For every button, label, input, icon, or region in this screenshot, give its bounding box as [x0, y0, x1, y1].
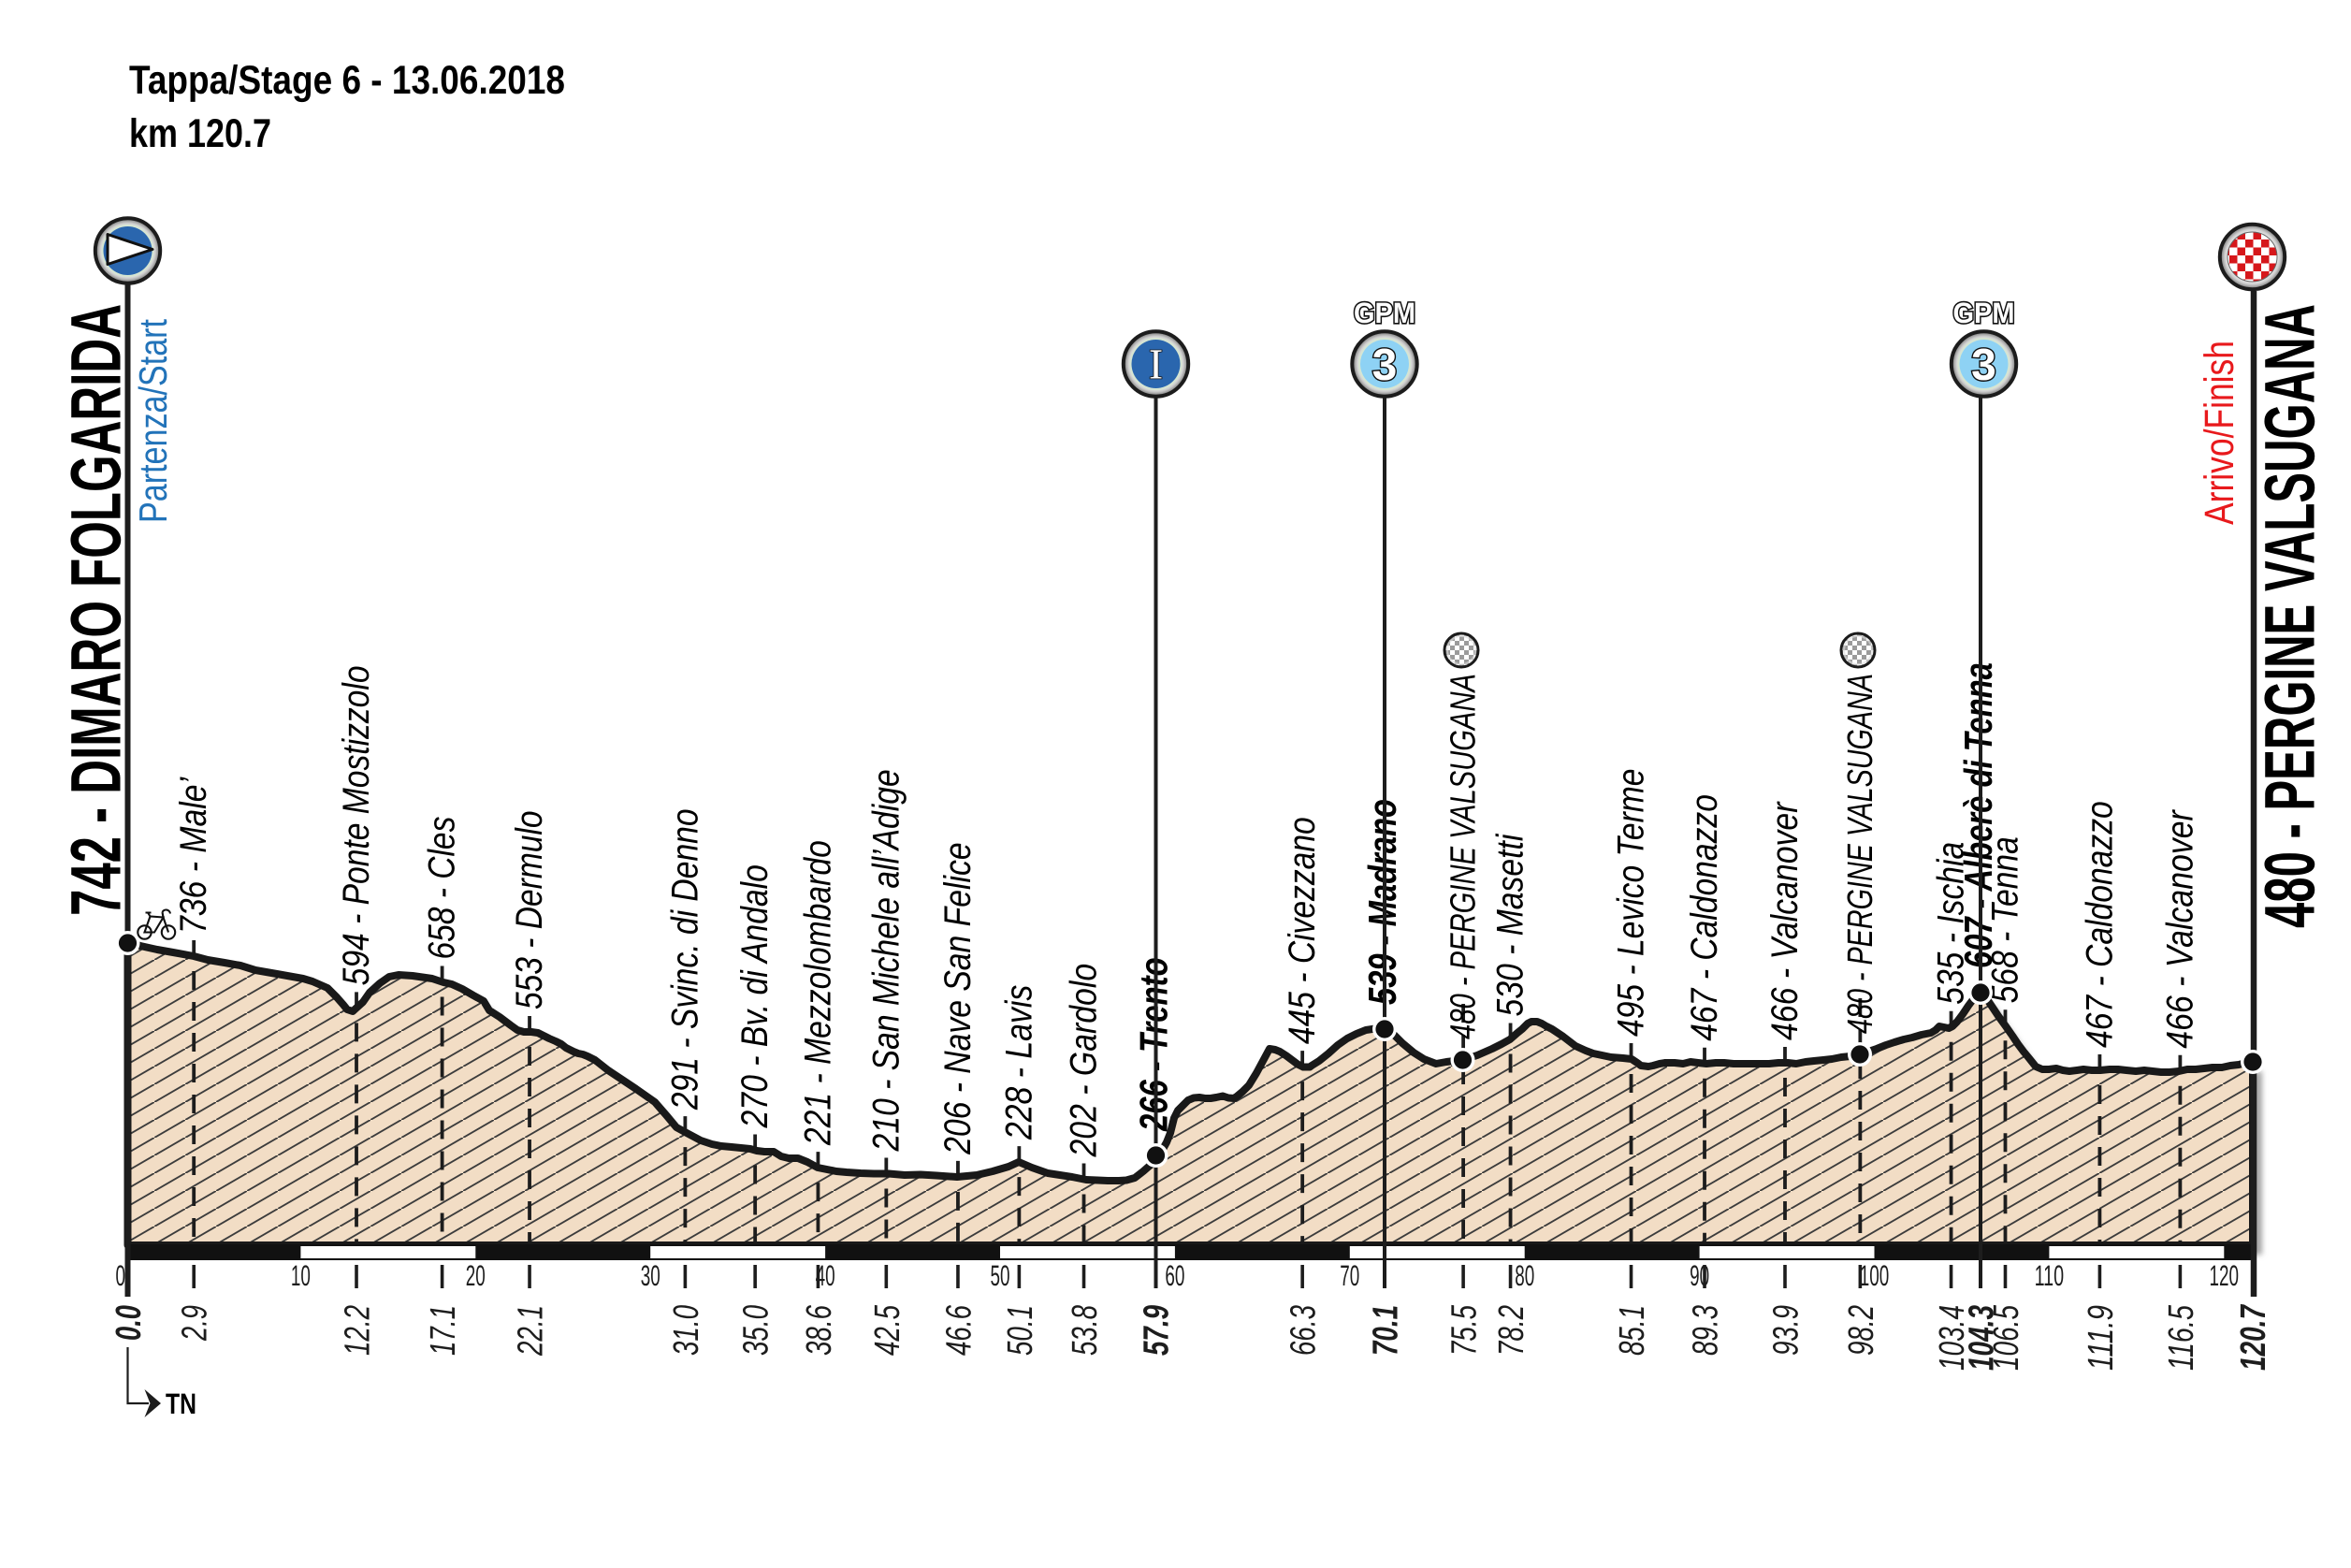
svg-text:480 - PERGINE VALSUGANA: 480 - PERGINE VALSUGANA — [1444, 674, 1484, 1039]
svg-text:120: 120 — [2210, 1259, 2240, 1292]
svg-text:22.1: 22.1 — [512, 1305, 551, 1357]
svg-text:TN: TN — [166, 1387, 196, 1420]
svg-text:480 - PERGINE VALSUGANA: 480 - PERGINE VALSUGANA — [2251, 304, 2330, 928]
svg-text:530 - Masetti: 530 - Masetti — [1490, 834, 1531, 1017]
svg-text:35.0: 35.0 — [737, 1305, 776, 1356]
svg-text:50: 50 — [991, 1259, 1010, 1292]
svg-text:2.9: 2.9 — [176, 1305, 215, 1342]
svg-text:46.6: 46.6 — [939, 1304, 979, 1356]
svg-text:57.9: 57.9 — [1138, 1305, 1177, 1356]
svg-text:120.7: 120.7 — [2234, 1304, 2273, 1371]
svg-text:467 - Caldonazzo: 467 - Caldonazzo — [1684, 794, 1725, 1041]
svg-text:206 - Nave San Felice: 206 - Nave San Felice — [937, 842, 979, 1154]
svg-text:Partenza/Start: Partenza/Start — [131, 319, 175, 523]
svg-text:0: 0 — [116, 1259, 126, 1292]
svg-text:553 - Dermulo: 553 - Dermulo — [509, 810, 550, 1009]
svg-text:270 - Bv. di Andalo: 270 - Bv. di Andalo — [734, 864, 776, 1128]
svg-text:202 - Gardolo: 202 - Gardolo — [1064, 964, 1105, 1157]
svg-text:Arrivo/Finish: Arrivo/Finish — [2197, 341, 2242, 525]
svg-text:736 - Male’: 736 - Male’ — [173, 777, 214, 934]
svg-text:658 - Cles: 658 - Cles — [422, 817, 463, 960]
svg-text:291 - Svinc. di Denno: 291 - Svinc. di Denno — [664, 808, 705, 1111]
svg-text:80: 80 — [1515, 1259, 1534, 1292]
svg-text:106.5: 106.5 — [1987, 1304, 2026, 1371]
svg-text:3: 3 — [1372, 341, 1398, 390]
svg-text:42.5: 42.5 — [868, 1304, 907, 1356]
svg-text:66.3: 66.3 — [1284, 1305, 1324, 1356]
svg-text:594 - Ponte Mostizzolo: 594 - Ponte Mostizzolo — [336, 665, 377, 985]
svg-text:km 120.7: km 120.7 — [129, 111, 271, 156]
svg-text:111.9: 111.9 — [2082, 1305, 2121, 1371]
svg-text:12.2: 12.2 — [339, 1305, 378, 1356]
svg-text:50.1: 50.1 — [1001, 1305, 1040, 1356]
svg-text:3: 3 — [1971, 341, 1996, 390]
svg-text:228 - Lavis: 228 - Lavis — [998, 985, 1039, 1140]
svg-text:GPM: GPM — [1354, 297, 1415, 329]
svg-text:221 - Mezzolombardo: 221 - Mezzolombardo — [797, 840, 838, 1146]
svg-text:104.3: 104.3 — [1963, 1305, 2002, 1371]
svg-text:GPM: GPM — [1953, 297, 2015, 329]
svg-text:10: 10 — [291, 1259, 311, 1292]
svg-text:38.6: 38.6 — [800, 1304, 839, 1356]
svg-text:78.2: 78.2 — [1492, 1305, 1531, 1356]
svg-text:53.8: 53.8 — [1066, 1305, 1105, 1356]
svg-text:31.0: 31.0 — [667, 1305, 706, 1356]
svg-text:607 - Alberè di Tenna: 607 - Alberè di Tenna — [1956, 662, 2000, 968]
svg-text:17.1: 17.1 — [424, 1305, 463, 1356]
svg-text:480 - PERGINE VALSUGANA: 480 - PERGINE VALSUGANA — [1841, 674, 1880, 1034]
svg-text:466 - Valcanover: 466 - Valcanover — [1764, 801, 1806, 1040]
svg-text:467 - Caldonazzo: 467 - Caldonazzo — [2079, 801, 2120, 1048]
svg-text:116.5: 116.5 — [2162, 1304, 2201, 1371]
svg-text:466 - Valcanover: 466 - Valcanover — [2159, 809, 2200, 1049]
svg-text:495 - Levico Terme: 495 - Levico Terme — [1611, 769, 1652, 1037]
svg-text:445 - Civezzano: 445 - Civezzano — [1282, 817, 1323, 1044]
svg-text:40: 40 — [816, 1259, 835, 1292]
svg-text:0.0: 0.0 — [109, 1305, 149, 1341]
svg-text:103.4: 103.4 — [1933, 1305, 1972, 1371]
svg-text:I: I — [1149, 341, 1163, 388]
svg-text:568 - Tenna: 568 - Tenna — [1984, 836, 2025, 1003]
svg-text:89.3: 89.3 — [1687, 1305, 1726, 1356]
svg-text:30: 30 — [641, 1259, 660, 1292]
svg-text:70.1: 70.1 — [1367, 1305, 1406, 1356]
svg-text:98.2: 98.2 — [1842, 1305, 1881, 1356]
svg-text:85.1: 85.1 — [1613, 1305, 1652, 1356]
svg-text:100: 100 — [1860, 1259, 1890, 1292]
svg-text:75.5: 75.5 — [1445, 1304, 1485, 1356]
svg-text:210 - San Michele all’Adige: 210 - San Michele all’Adige — [865, 769, 907, 1152]
svg-text:110: 110 — [2035, 1259, 2065, 1292]
svg-text:Tappa/Stage 6 - 13.06.2018: Tappa/Stage 6 - 13.06.2018 — [129, 58, 565, 103]
svg-text:539 - Madrano: 539 - Madrano — [1360, 799, 1404, 1005]
svg-text:266 - Trento: 266 - Trento — [1132, 957, 1176, 1131]
svg-text:742 - DIMARO FOLGARIDA: 742 - DIMARO FOLGARIDA — [57, 304, 137, 916]
svg-text:535 - Ischia: 535 - Ischia — [1931, 842, 1972, 1005]
svg-text:60: 60 — [1165, 1259, 1184, 1292]
svg-text:20: 20 — [466, 1259, 486, 1292]
svg-text:70: 70 — [1340, 1259, 1359, 1292]
svg-text:93.9: 93.9 — [1766, 1305, 1806, 1356]
svg-text:90: 90 — [1690, 1259, 1709, 1292]
